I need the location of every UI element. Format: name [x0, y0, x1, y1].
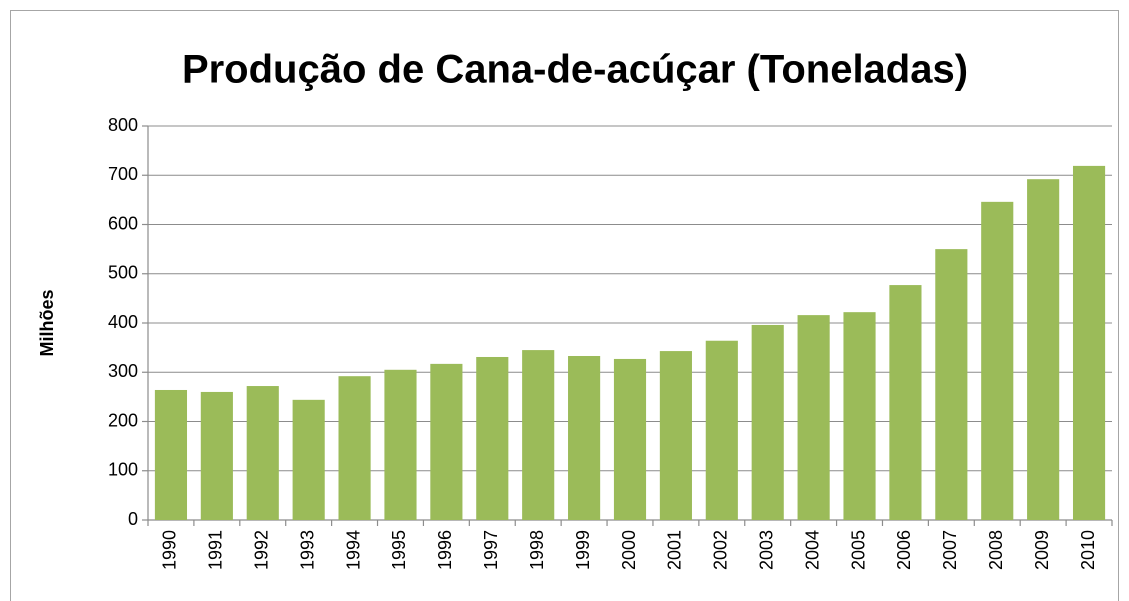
y-tick-label: 800 — [108, 115, 138, 135]
x-tick-label: 2000 — [619, 530, 639, 570]
y-tick-label: 400 — [108, 312, 138, 332]
x-tick-label: 2010 — [1078, 530, 1098, 570]
bar — [981, 201, 1014, 520]
bar — [338, 376, 371, 520]
bar — [522, 350, 555, 520]
chart-title: Produção de Cana-de-acúçar (Toneladas) — [182, 48, 968, 92]
y-tick-label: 100 — [108, 460, 138, 480]
bar — [613, 358, 647, 520]
bar — [797, 315, 830, 520]
bar — [154, 389, 188, 520]
x-tick-label: 1999 — [573, 530, 593, 570]
x-tick-label: 2006 — [894, 530, 914, 570]
y-tick-label: 300 — [108, 361, 138, 381]
bar — [1072, 165, 1106, 520]
y-tick-label: 0 — [128, 509, 138, 529]
bar — [292, 399, 325, 520]
x-tick-label: 2007 — [940, 530, 960, 570]
y-axis-label: Milhões — [37, 289, 57, 356]
y-tick-label: 600 — [108, 213, 138, 233]
bar — [889, 285, 922, 520]
x-tick-label: 1992 — [252, 530, 272, 570]
y-tick-label: 500 — [108, 263, 138, 283]
y-tick-label: 200 — [108, 410, 138, 430]
bar — [430, 363, 463, 520]
bar — [705, 340, 738, 520]
x-tick-label: 1991 — [206, 530, 226, 570]
bar — [935, 249, 968, 520]
bar — [384, 369, 417, 520]
x-tick-label: 1996 — [435, 530, 455, 570]
bar — [200, 391, 233, 520]
bar — [568, 355, 601, 520]
bar — [476, 356, 509, 520]
bar — [1027, 179, 1060, 520]
x-tick-label: 2008 — [986, 530, 1006, 570]
bar — [751, 324, 784, 520]
x-tick-label: 2001 — [665, 530, 685, 570]
x-tick-label: 2005 — [848, 530, 868, 570]
x-tick-label: 2009 — [1032, 530, 1052, 570]
bar — [659, 351, 692, 520]
x-tick-label: 1990 — [160, 530, 180, 570]
x-tick-label: 2003 — [756, 530, 776, 570]
x-tick-label: 1993 — [297, 530, 317, 570]
bar — [843, 312, 876, 520]
x-tick-label: 2004 — [802, 530, 822, 570]
y-tick-label: 700 — [108, 164, 138, 184]
x-tick-label: 2002 — [711, 530, 731, 570]
x-tick-label: 1994 — [343, 530, 363, 570]
chart-frame — [10, 10, 1119, 601]
x-tick-label: 1997 — [481, 530, 501, 570]
x-tick-label: 1998 — [527, 530, 547, 570]
x-tick-label: 1995 — [389, 530, 409, 570]
bar — [246, 386, 279, 520]
